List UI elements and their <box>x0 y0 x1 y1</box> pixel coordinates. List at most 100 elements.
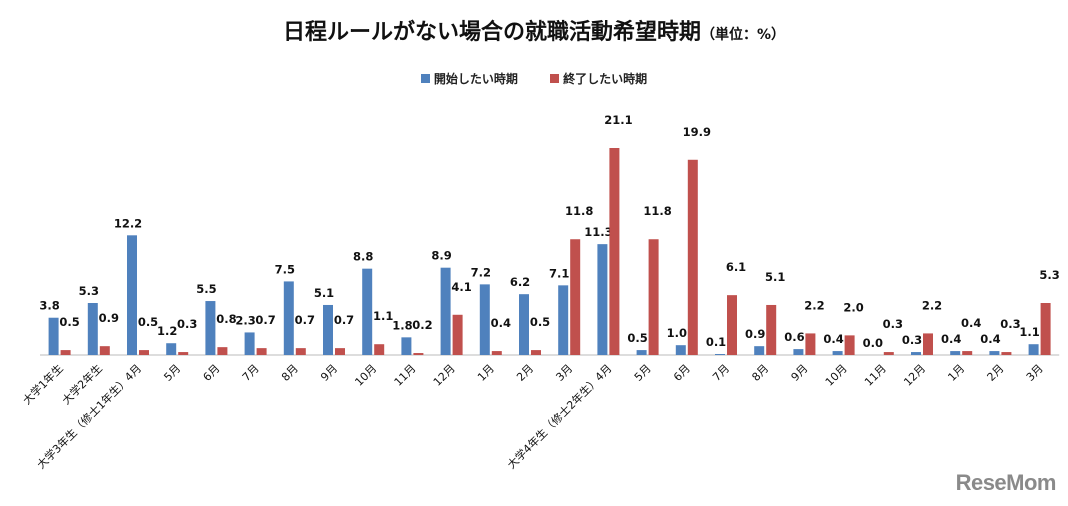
data-label-start: 0.5 <box>627 331 647 345</box>
data-label-end: 1.1 <box>373 309 393 323</box>
legend-swatch-end <box>550 74 560 83</box>
x-tick-label: 大学1年生 <box>20 361 66 407</box>
bar-start <box>244 332 255 355</box>
legend-swatch-start <box>420 74 430 83</box>
bar-start <box>519 294 529 355</box>
data-label-start: 2.3 <box>235 313 255 327</box>
bar-end <box>883 352 894 355</box>
data-label-end: 5.1 <box>765 270 785 284</box>
bar-end <box>570 239 581 355</box>
x-tick-label: 7月 <box>710 362 732 384</box>
data-label-end: 0.7 <box>334 313 354 327</box>
bar-start <box>832 351 843 355</box>
x-tick-label: 9月 <box>318 362 340 384</box>
bar-end <box>1001 352 1012 355</box>
data-label-end: 0.3 <box>883 317 903 331</box>
logo: ReseMom <box>955 470 1057 495</box>
data-label-start: 5.5 <box>196 282 216 296</box>
data-label-end: 0.4 <box>961 316 981 330</box>
data-label-start: 7.2 <box>471 265 491 279</box>
data-label-start: 1.8 <box>392 318 412 332</box>
legend-label-start: 開始したい時期 <box>433 72 518 86</box>
bar-start <box>1028 344 1039 355</box>
data-label-end: 0.7 <box>295 313 315 327</box>
data-label-end: 0.7 <box>255 313 275 327</box>
bar-start <box>127 235 137 355</box>
legend-item-start: 開始したい時期 <box>420 70 518 87</box>
data-label-end: 0.2 <box>412 318 432 332</box>
data-label-start: 8.8 <box>353 250 373 264</box>
bar-end <box>844 335 855 355</box>
data-label-start: 1.2 <box>157 324 177 338</box>
data-label-start: 8.9 <box>431 249 451 263</box>
bar-end <box>295 348 306 355</box>
bar-end <box>727 295 737 355</box>
x-tick-label: 1月 <box>945 362 967 384</box>
x-tick-label: 11月 <box>862 362 889 389</box>
x-tick-label: 8月 <box>749 362 771 384</box>
bar-start <box>597 244 608 355</box>
bar-start <box>205 301 216 355</box>
x-tick-label: 6月 <box>201 362 223 384</box>
data-label-start: 0.4 <box>941 332 961 346</box>
bar-end <box>923 333 933 355</box>
bar-start <box>911 352 921 355</box>
data-label-start: 5.3 <box>79 284 99 298</box>
x-tick-label: 12月 <box>431 362 458 389</box>
data-label-end: 5.3 <box>1039 268 1059 282</box>
data-label-end: 21.1 <box>604 113 632 127</box>
data-label-start: 0.3 <box>902 333 922 347</box>
x-tick-label: 5月 <box>632 362 654 384</box>
data-label-start: 0.0 <box>863 336 883 350</box>
x-tick-label: 1月 <box>475 362 497 384</box>
bar-start <box>166 343 177 355</box>
data-label-start: 7.5 <box>275 262 295 276</box>
data-label-end: 2.2 <box>804 298 824 312</box>
bar-start <box>950 351 961 355</box>
bar-end <box>766 304 777 355</box>
data-label-end: 0.5 <box>530 315 550 329</box>
bar-start <box>715 354 725 355</box>
data-label-start: 5.1 <box>314 286 334 300</box>
x-tick-label: 10月 <box>352 362 379 389</box>
bar-start <box>440 267 451 355</box>
data-label-end: 11.8 <box>565 204 593 218</box>
data-label-start: 1.1 <box>1019 325 1039 339</box>
data-label-end: 2.0 <box>843 300 863 314</box>
legend: 開始したい時期 終了したい時期 <box>0 70 1068 87</box>
bar-end <box>452 314 463 355</box>
x-tick-label: 2月 <box>985 362 1007 384</box>
data-label-end: 11.8 <box>643 204 671 218</box>
x-tick-label: 2月 <box>514 362 536 384</box>
bar-end <box>491 351 502 355</box>
x-tick-label: 6月 <box>671 362 693 384</box>
bar-end <box>217 347 228 355</box>
bar-end <box>648 239 659 355</box>
data-label-start: 0.1 <box>706 335 726 349</box>
chart-title: 日程ルールがない場合の就職活動希望時期（単位：%） <box>0 14 1068 46</box>
bar-start <box>87 303 98 355</box>
unit-label: （単位：%） <box>700 27 786 43</box>
data-label-start: 0.4 <box>823 332 843 346</box>
data-label-end: 0.8 <box>216 312 236 326</box>
legend-label-end: 終了したい時期 <box>563 72 648 86</box>
bar-start <box>793 349 804 355</box>
bar-end <box>531 350 541 355</box>
bar-end <box>256 348 267 355</box>
bar-end <box>962 351 973 355</box>
data-label-end: 0.3 <box>177 317 197 331</box>
data-label-end: 2.2 <box>922 298 942 312</box>
data-label-end: 0.4 <box>491 316 511 330</box>
data-label-end: 4.1 <box>451 280 471 294</box>
data-label-end: 6.1 <box>726 260 746 274</box>
bar-end <box>178 352 189 355</box>
bar-end <box>99 346 110 355</box>
x-tick-label: 12月 <box>901 362 928 389</box>
bar-end <box>687 159 698 355</box>
data-label-end: 19.9 <box>683 125 711 139</box>
data-label-end: 0.5 <box>59 315 79 329</box>
data-label-start: 0.6 <box>784 330 804 344</box>
data-label-end: 0.9 <box>99 311 119 325</box>
x-tick-label: 3月 <box>553 362 575 384</box>
